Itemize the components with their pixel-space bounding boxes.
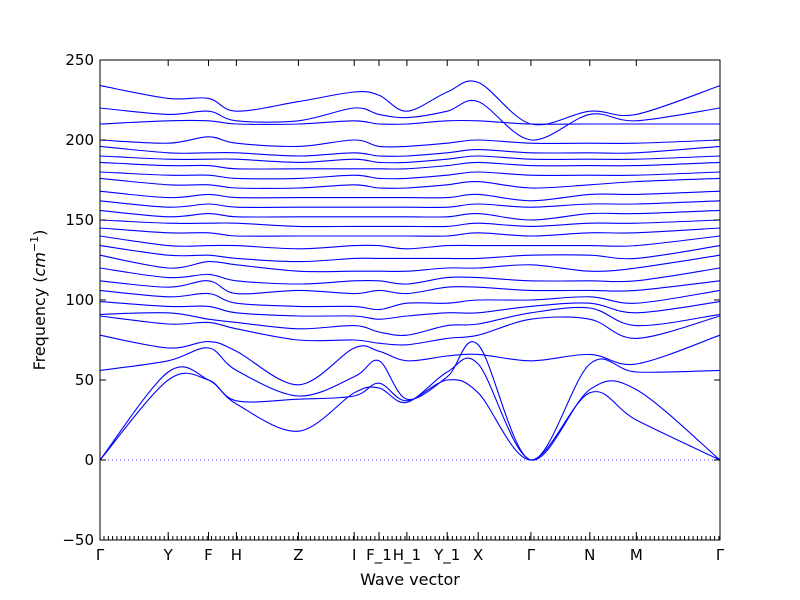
band-line-26 xyxy=(99,99,721,141)
x-tick-label: F xyxy=(204,546,213,564)
x-tick-label: Γ xyxy=(96,546,105,564)
x-tick-label: Γ xyxy=(716,546,725,564)
y-axis-label-unit-open: ( xyxy=(30,276,49,282)
y-tick-label: −50 xyxy=(62,531,94,549)
band-line-3 xyxy=(99,341,721,461)
y-tick-label: 250 xyxy=(65,51,94,69)
y-tick-label: 0 xyxy=(84,451,94,469)
x-tick-label: Y xyxy=(163,546,174,564)
x-tick-label: Z xyxy=(293,546,303,564)
plot-area-background xyxy=(100,60,720,540)
band-line-22 xyxy=(99,155,721,164)
x-tick-label: M xyxy=(630,546,643,564)
bands-group xyxy=(99,80,721,461)
x-tick-label: Γ xyxy=(527,546,536,564)
band-line-15 xyxy=(99,219,721,228)
x-axis-label: Wave vector xyxy=(360,570,460,589)
x-tick-label: X xyxy=(473,546,483,564)
band-line-16 xyxy=(99,209,721,221)
band-line-7 xyxy=(99,301,721,320)
x-tick-label: Y_1 xyxy=(433,546,460,565)
y-tick-label: 150 xyxy=(65,211,94,229)
band-line-23 xyxy=(99,145,721,157)
y-tick-label: 200 xyxy=(65,131,94,149)
band-line-8 xyxy=(99,289,721,311)
band-line-5 xyxy=(99,315,721,346)
band-line-11 xyxy=(99,254,721,273)
band-line-25 xyxy=(99,119,720,125)
band-line-10 xyxy=(99,267,721,285)
y-axis-label: Frequency (cm−1) xyxy=(28,230,49,371)
band-line-9 xyxy=(99,280,721,295)
band-line-14 xyxy=(99,227,721,237)
x-tick-label: I xyxy=(352,546,356,564)
y-axis-ticks: −50 0 50 100 150 200 250 xyxy=(62,51,720,549)
band-line-2 xyxy=(99,357,721,461)
band-line-27 xyxy=(99,80,721,126)
band-line-4 xyxy=(99,334,721,386)
plot-frame xyxy=(99,59,721,541)
y-axis-label-unit-base: cm xyxy=(30,252,49,276)
x-tick-label: H_1 xyxy=(393,546,421,565)
band-line-13 xyxy=(99,235,721,250)
band-line-17 xyxy=(99,200,721,208)
y-axis-label-unit-exp: −1 xyxy=(28,236,41,252)
y-tick-label: 50 xyxy=(75,371,94,389)
x-tick-label: F_1 xyxy=(366,546,392,565)
band-line-18 xyxy=(99,190,721,202)
band-line-6 xyxy=(99,306,721,336)
band-line-19 xyxy=(99,177,721,189)
y-axis-label-main: Frequency xyxy=(30,288,49,371)
band-line-20 xyxy=(99,171,721,180)
x-tick-label: N xyxy=(584,546,595,564)
band-line-21 xyxy=(99,161,721,170)
band-line-12 xyxy=(99,245,721,263)
y-tick-label: 100 xyxy=(65,291,94,309)
x-tick-label: H xyxy=(231,546,242,564)
y-axis-label-unit-close: ) xyxy=(30,230,49,236)
band-line-24 xyxy=(99,136,721,148)
